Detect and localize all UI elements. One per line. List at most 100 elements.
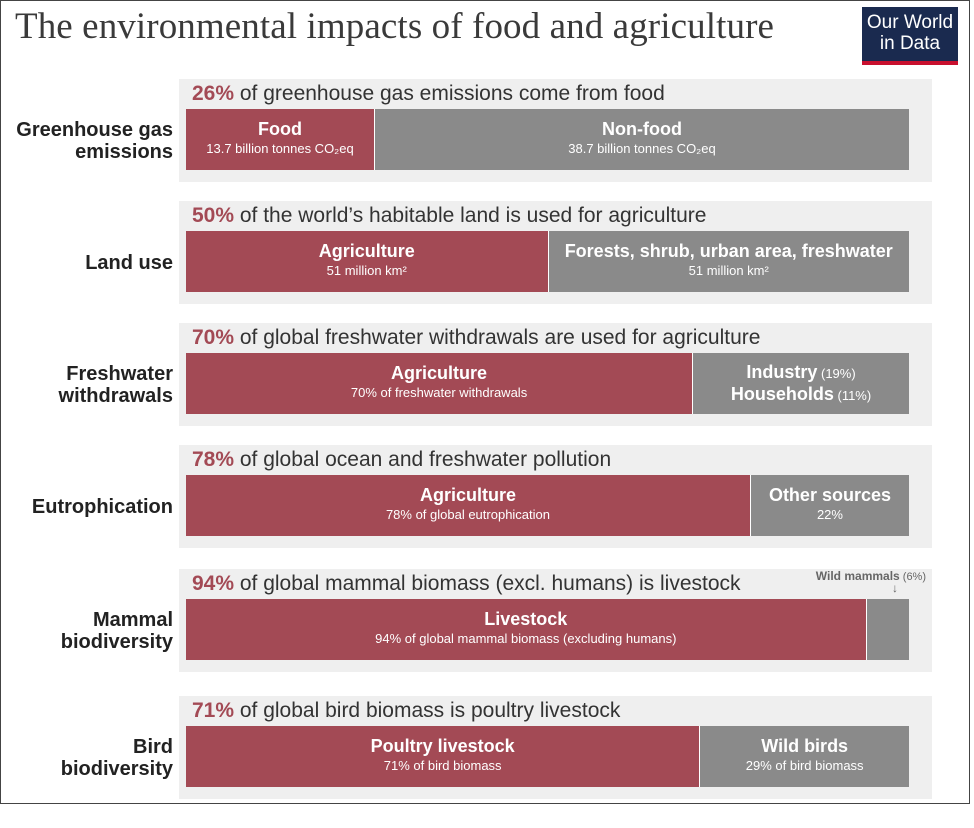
- segment-subtitle: 71% of bird biomass: [383, 758, 502, 773]
- segment-title: Households (11%): [730, 384, 872, 404]
- row-headline: 50% of the world’s habitable land is use…: [192, 204, 706, 228]
- stacked-bar: Poultry livestock 71% of bird biomass Wild…: [186, 726, 909, 787]
- segment-label: Poultry livestock 71% of bird biomass: [186, 736, 699, 774]
- segment-subtitle: 29% of bird biomass: [745, 758, 864, 773]
- row-panel: 71% of global bird biomass is poultry li…: [179, 696, 932, 799]
- segment-title: Industry (19%): [746, 362, 856, 382]
- bar-segment[interactable]: Agriculture 78% of global eutrophication: [186, 475, 750, 536]
- segment-label: Other sources 22%: [751, 485, 909, 523]
- headline-percent: 70%: [192, 326, 235, 349]
- owid-logo[interactable]: Our World in Data: [862, 7, 958, 65]
- logo-line-1: Our World: [866, 12, 954, 33]
- segment-subtitle: 51 million km²: [326, 263, 407, 278]
- bar-segment[interactable]: Wild birds 29% of bird biomass: [699, 726, 909, 787]
- bar-segment[interactable]: Food 13.7 billion tonnes CO₂eq: [186, 109, 374, 170]
- segment-subtitle: 94% of global mammal biomass (excluding …: [375, 631, 677, 646]
- segment-label: Agriculture 78% of global eutrophication: [186, 485, 750, 523]
- segment-title: Non-food: [601, 119, 682, 139]
- row-label: Freshwater withdrawals: [1, 363, 173, 407]
- headline-text: of the world’s habitable land is used fo…: [234, 204, 707, 227]
- row-panel: 26% of greenhouse gas emissions come fro…: [179, 79, 932, 182]
- stacked-bar: Agriculture 70% of freshwater withdrawals…: [186, 353, 909, 414]
- row-label: Mammal biodiversity: [1, 609, 173, 653]
- segment-title: Agriculture: [419, 485, 516, 505]
- headline-percent: 94%: [192, 572, 235, 595]
- row-panel: 78% of global ocean and freshwater pollu…: [179, 445, 932, 548]
- segment-subtitle: 51 million km²: [688, 263, 769, 278]
- headline-text: of global freshwater withdrawals are use…: [234, 326, 761, 349]
- row-label-line: withdrawals: [58, 384, 173, 407]
- headline-percent: 50%: [192, 204, 235, 227]
- headline-text: of global bird biomass is poultry livest…: [234, 699, 621, 722]
- bar-segment[interactable]: Industry (19%) Households (11%): [692, 353, 909, 414]
- bar-segment[interactable]: [865, 599, 909, 660]
- row-label-line: biodiversity: [60, 757, 173, 780]
- stacked-bar: Food 13.7 billion tonnes CO₂eq Non-food 38.…: [186, 109, 909, 170]
- segment-label: Non-food 38.7 billion tonnes CO₂eq: [375, 119, 909, 157]
- bar-segment[interactable]: Forests, shrub, urban area, freshwater 51…: [547, 231, 909, 292]
- segment-title: Livestock: [484, 609, 568, 629]
- annotation-label: Wild mammals (6%): [815, 569, 926, 583]
- segment-title: Agriculture: [318, 241, 415, 261]
- chart-frame: The environmental impacts of food and ag…: [0, 0, 970, 804]
- segment-label: Agriculture 51 million km²: [186, 241, 548, 279]
- row-label-line: Bird: [133, 735, 173, 758]
- row-headline: 78% of global ocean and freshwater pollu…: [192, 448, 611, 472]
- segment-label: Livestock 94% of global mammal biomass (e…: [186, 609, 866, 647]
- stacked-bar: Agriculture 51 million km² Forests, shrub,…: [186, 231, 909, 292]
- headline-percent: 71%: [192, 699, 235, 722]
- headline-text: of greenhouse gas emissions come from fo…: [234, 82, 665, 105]
- segment-share: (11%): [833, 388, 872, 403]
- row-panel: 94% of global mammal biomass (excl. huma…: [179, 569, 932, 672]
- row-headline: 70% of global freshwater withdrawals are…: [192, 326, 760, 350]
- segment-subtitle: 38.7 billion tonnes CO₂eq: [568, 141, 716, 156]
- row-label-line: biodiversity: [60, 630, 173, 653]
- row-label: Land use: [1, 252, 173, 274]
- segment-subtitle: 22%: [816, 507, 843, 522]
- headline-text: of global ocean and freshwater pollution: [234, 448, 612, 471]
- bar-segment[interactable]: Agriculture 70% of freshwater withdrawals: [186, 353, 693, 414]
- bar-segment[interactable]: Non-food 38.7 billion tonnes CO₂eq: [373, 109, 909, 170]
- row-panel: 50% of the world’s habitable land is use…: [179, 201, 932, 304]
- headline-percent: 26%: [192, 82, 235, 105]
- annotation-share: (6%): [899, 571, 926, 583]
- bar-segment[interactable]: Agriculture 51 million km²: [186, 231, 548, 292]
- row-label-line: Mammal: [92, 608, 173, 631]
- segment-title: Wild birds: [761, 736, 849, 756]
- row-label-line: emissions: [75, 140, 173, 163]
- segment-title: Poultry livestock: [370, 736, 515, 756]
- chart-title: The environmental impacts of food and ag…: [15, 6, 775, 47]
- headline-text: of global mammal biomass (excl. humans) …: [234, 572, 741, 595]
- bar-segment[interactable]: Poultry livestock 71% of bird biomass: [186, 726, 700, 787]
- row-label-line: Freshwater: [66, 362, 173, 385]
- segment-title: Other sources: [768, 485, 891, 505]
- row-headline: 26% of greenhouse gas emissions come fro…: [192, 82, 665, 106]
- bar-segment[interactable]: Livestock 94% of global mammal biomass (e…: [186, 599, 866, 660]
- row-label: Bird biodiversity: [1, 736, 173, 780]
- row-panel: 70% of global freshwater withdrawals are…: [179, 323, 932, 426]
- stacked-bar: Livestock 94% of global mammal biomass (e…: [186, 599, 909, 660]
- logo-line-2: in Data: [879, 33, 941, 54]
- headline-percent: 78%: [192, 448, 235, 471]
- segment-label: Food 13.7 billion tonnes CO₂eq: [186, 119, 374, 157]
- segment-label: Agriculture 70% of freshwater withdrawals: [186, 363, 692, 401]
- row-headline: 94% of global mammal biomass (excl. huma…: [192, 572, 741, 596]
- segment-title: Forests, shrub, urban area, freshwater: [564, 241, 893, 261]
- segment-label: Wild birds 29% of bird biomass: [700, 736, 909, 774]
- row-label-line: Land use: [85, 251, 173, 274]
- segment-share: (19%): [817, 366, 856, 381]
- segment-title: Agriculture: [391, 363, 488, 383]
- segment-subtitle: 13.7 billion tonnes CO₂eq: [206, 141, 354, 156]
- segment-subtitle: 78% of global eutrophication: [385, 507, 550, 522]
- row-label-line: Greenhouse gas: [16, 118, 173, 141]
- bar-segment[interactable]: Other sources 22%: [749, 475, 909, 536]
- stacked-bar: Agriculture 78% of global eutrophication O…: [186, 475, 909, 536]
- segment-title: Food: [257, 119, 302, 139]
- wild-mammals-annotation: Wild mammals (6%) ↓: [815, 569, 926, 595]
- row-label-line: Eutrophication: [31, 495, 173, 518]
- row-label: Greenhouse gas emissions: [1, 119, 173, 163]
- segment-subtitle: 70% of freshwater withdrawals: [350, 385, 528, 400]
- segment-label: Industry (19%) Households (11%): [693, 362, 909, 406]
- row-label: Eutrophication: [1, 496, 173, 518]
- row-headline: 71% of global bird biomass is poultry li…: [192, 699, 620, 723]
